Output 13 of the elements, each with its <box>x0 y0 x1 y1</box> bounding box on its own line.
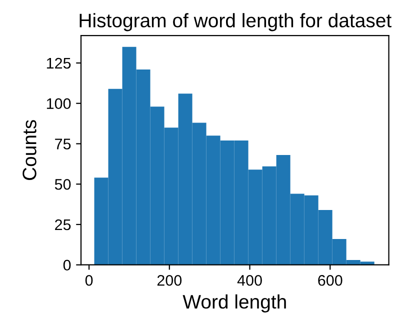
y-tick-label: 0 <box>63 260 71 271</box>
y-tick-label: 75 <box>55 138 71 150</box>
y-axis-title: Counts <box>22 120 36 180</box>
x-tick-label: 600 <box>318 274 342 286</box>
y-tick-label: 100 <box>46 98 71 110</box>
y-tick-label: 125 <box>46 58 71 69</box>
x-tick-label: 200 <box>157 274 182 286</box>
x-tick-label: 400 <box>237 274 262 286</box>
x-tick-label: 0 <box>85 274 93 286</box>
x-axis-title: Word length <box>182 294 286 313</box>
chart-title: Histogram of word length for dataset <box>80 13 392 32</box>
y-tick-label: 50 <box>54 178 71 190</box>
y-tick-label: 25 <box>55 219 71 230</box>
